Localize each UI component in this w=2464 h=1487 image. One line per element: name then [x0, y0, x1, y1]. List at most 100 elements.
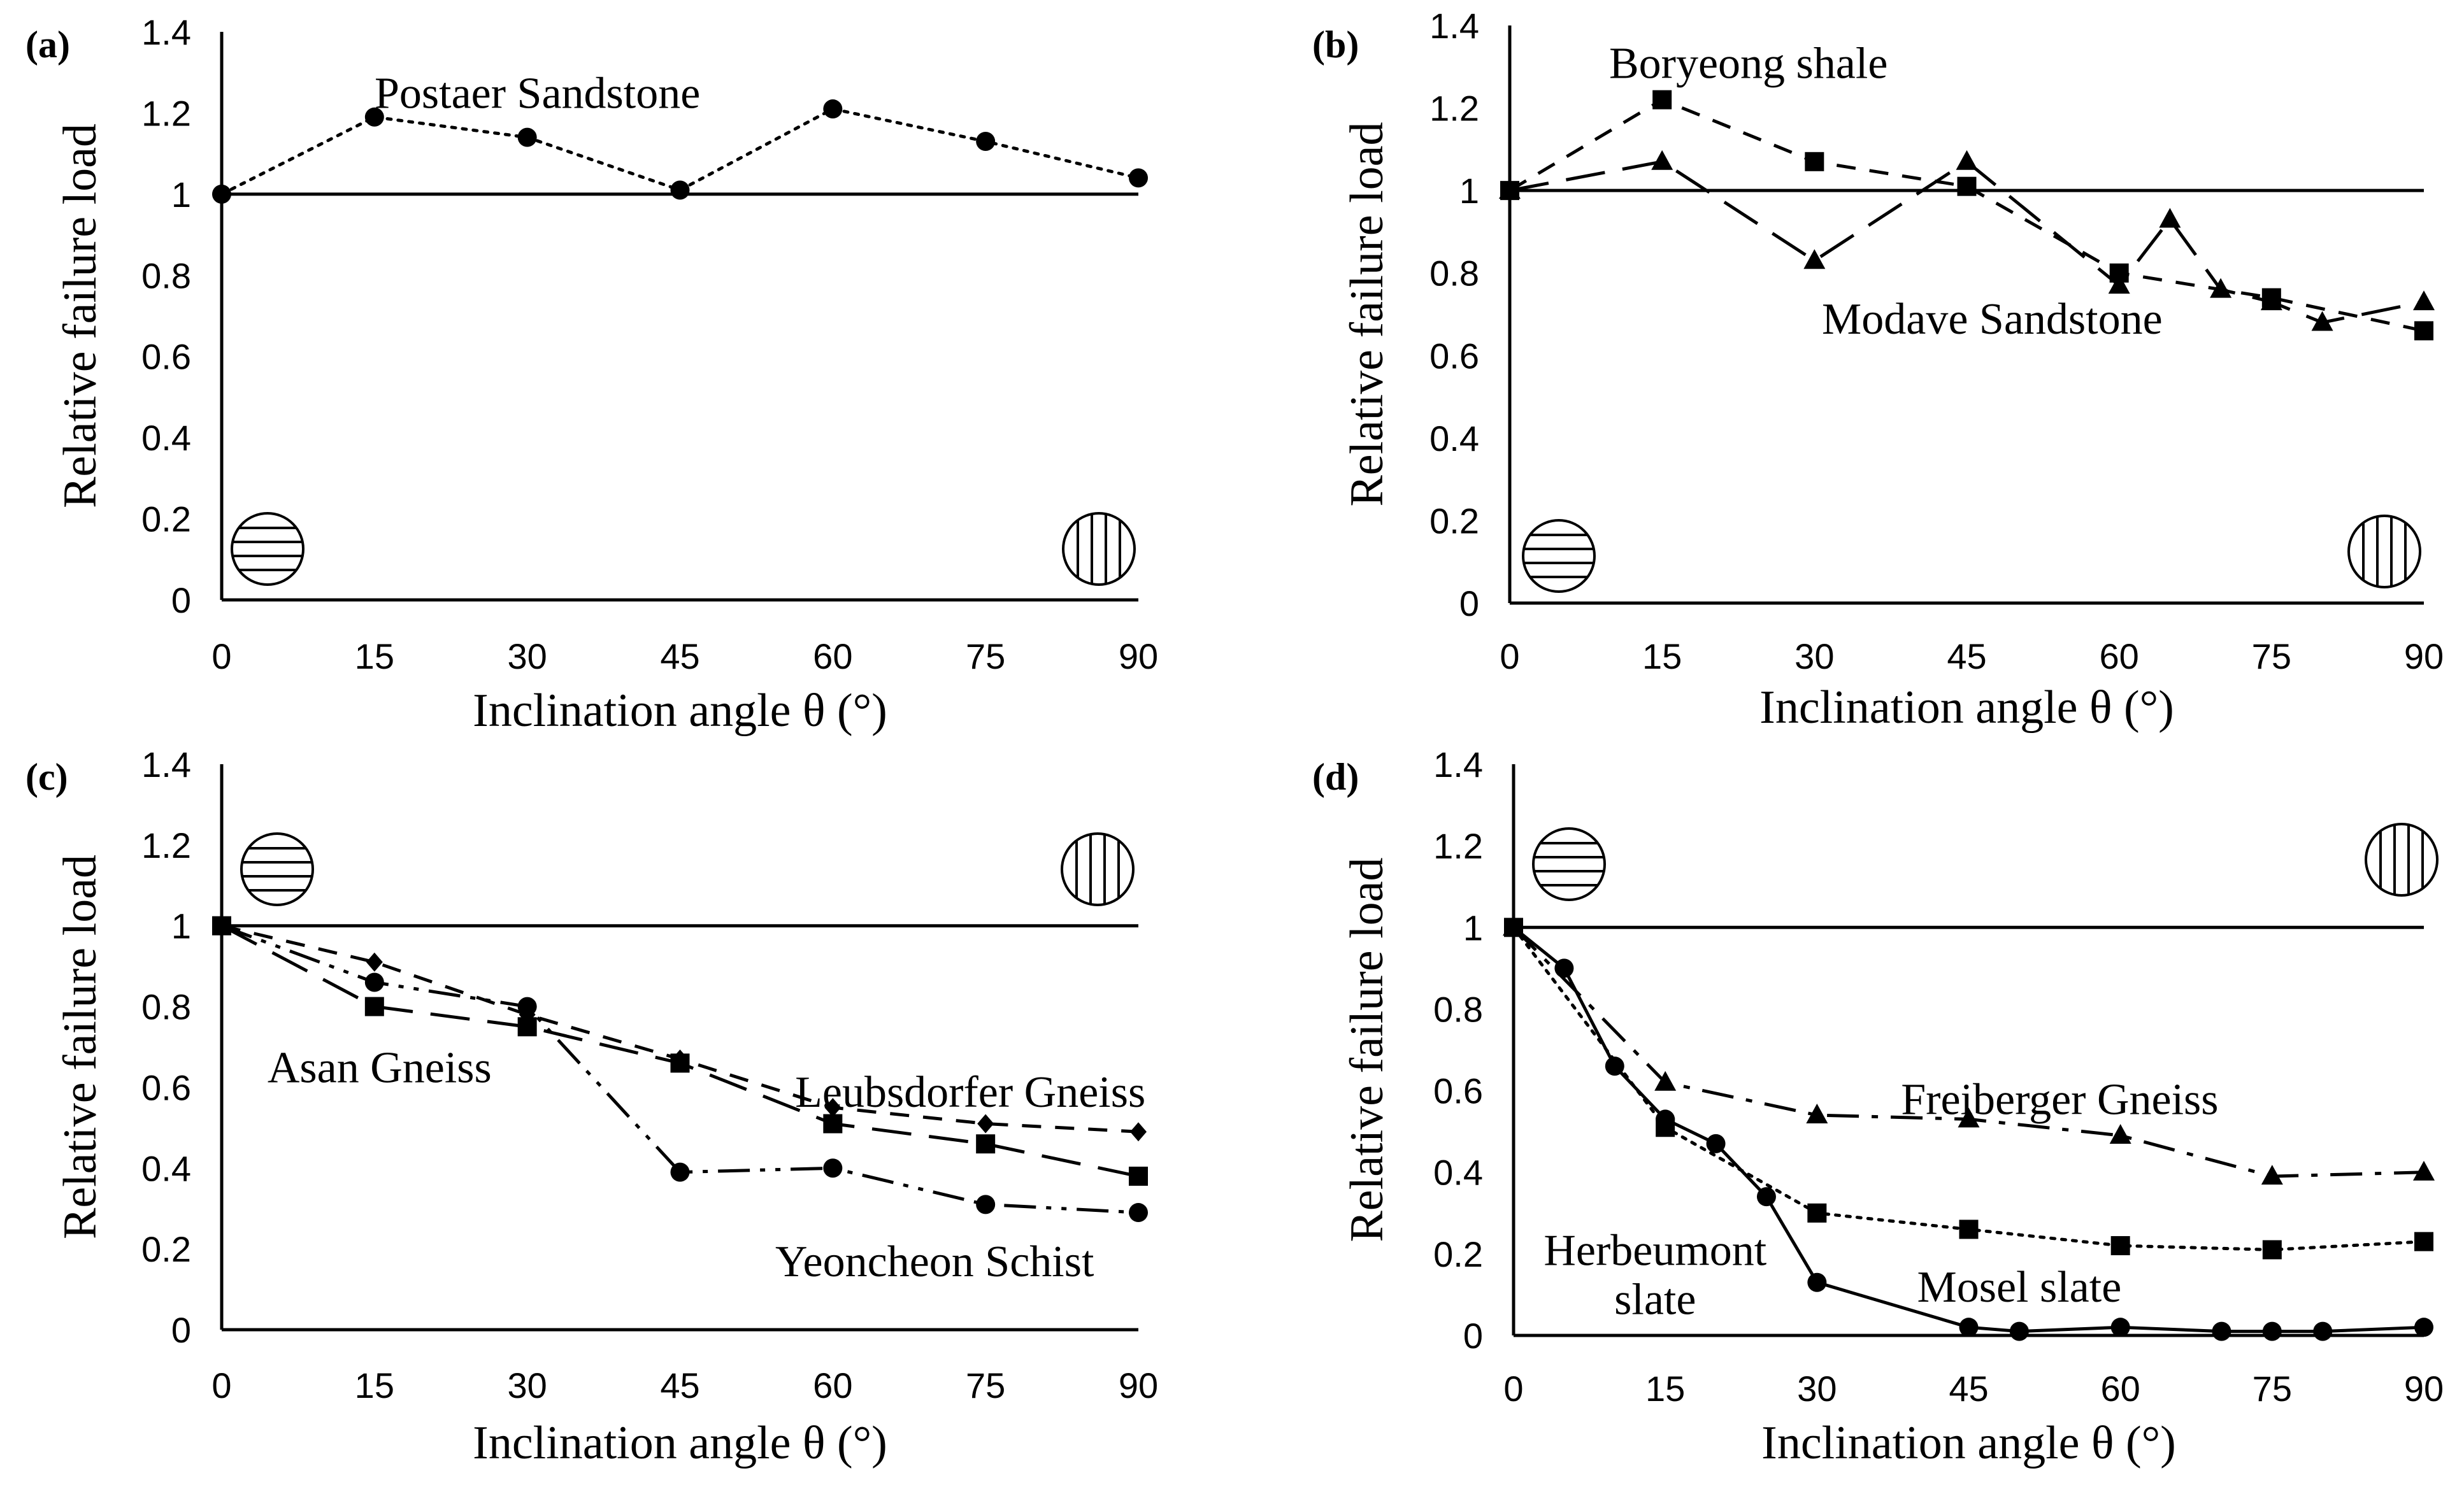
data-point	[1499, 179, 1521, 199]
x-axis-title: Inclination angle θ (°)	[1759, 681, 2174, 734]
data-point	[2108, 274, 2130, 294]
series-line-freiberger-gneiss	[1512, 926, 2425, 1178]
data-point	[2313, 1321, 2333, 1341]
data-point	[1651, 150, 1673, 170]
data-point	[212, 916, 231, 936]
data-point	[364, 972, 384, 992]
data-point	[2260, 290, 2282, 311]
x-tick-label: 75	[2253, 1369, 2292, 1409]
data-point	[2262, 1321, 2282, 1341]
data-point	[517, 997, 537, 1016]
bedding-icon-outline	[240, 832, 314, 906]
y-axis-title: Relative failure load	[1341, 857, 1393, 1242]
data-point	[2414, 1232, 2433, 1251]
bedding-icon-outline	[231, 512, 304, 586]
data-point	[977, 1114, 994, 1134]
horizontal-bedding-icon	[231, 512, 304, 586]
y-tick-label: 0.6	[141, 1067, 191, 1107]
data-point	[1803, 249, 1826, 269]
y-tick-label: 0.4	[1429, 418, 1479, 459]
data-point	[2414, 321, 2433, 341]
data-point	[2261, 1165, 2283, 1185]
y-tick-label: 1.4	[1433, 744, 1483, 785]
y-tick-label: 1.2	[1429, 89, 1479, 129]
annotation-yeoncheon-schist: Yeoncheon Schist	[775, 1237, 1094, 1286]
data-point	[1129, 168, 1148, 188]
series-yeoncheon-schist	[212, 916, 1148, 1223]
x-tick-label: 90	[2404, 636, 2444, 676]
data-point	[2110, 1236, 2130, 1256]
series-modave-sandstone	[1499, 150, 2435, 331]
y-tick-label: 1	[171, 906, 191, 946]
series-line-modave-sandstone	[1509, 160, 2425, 324]
data-point	[1605, 1057, 1624, 1076]
data-point	[1706, 1134, 1726, 1153]
data-point	[364, 997, 384, 1016]
annotation-herbeumont: Herbeumont	[1544, 1226, 1766, 1275]
data-point	[670, 1162, 690, 1182]
y-tick-label: 0.2	[1429, 501, 1479, 541]
x-tick-label: 90	[2404, 1369, 2444, 1409]
data-point	[364, 107, 384, 127]
y-tick-label: 1.2	[141, 825, 191, 865]
x-axis-title: Inclination angle θ (°)	[1761, 1417, 2176, 1469]
data-point	[212, 184, 231, 204]
x-tick-label: 75	[966, 636, 1005, 676]
x-tick-label: 45	[1949, 1369, 1988, 1409]
chart-panel-c: (c) 0 0.2 0.4 0.6 0.8 1 1.2 1.4 0 15 30 45 60 75 90 Incl…	[25, 744, 1158, 1469]
horizontal-bedding-icon	[240, 832, 314, 906]
y-tick-label: 0	[1463, 1316, 1483, 1356]
y-tick-label: 1.4	[1429, 6, 1479, 46]
vertical-bedding-icon	[2365, 823, 2439, 897]
x-tick-label: 75	[2252, 636, 2291, 676]
data-point	[366, 952, 383, 972]
y-tick-label: 1.2	[141, 93, 191, 133]
data-point	[1957, 176, 1977, 196]
chart-panel-d: (d) 0 0.2 0.4 0.6 0.8 1 1.2 1.4 0 15 30 45 60 75 90 Incl…	[1312, 744, 2444, 1469]
x-tick-label: 90	[1119, 636, 1158, 676]
data-point	[2262, 1240, 2282, 1260]
x-tick-label: 45	[1947, 636, 1986, 676]
vertical-bedding-icon	[2347, 515, 2421, 588]
panel-label: (a)	[25, 24, 70, 66]
data-point	[2109, 1124, 2131, 1144]
y-tick-label: 0.6	[1429, 336, 1479, 376]
data-point	[2413, 290, 2435, 311]
x-tick-label: 60	[813, 636, 852, 676]
y-tick-label: 1.4	[141, 12, 191, 52]
x-tick-label: 15	[1645, 1369, 1685, 1409]
x-tick-label: 30	[1794, 636, 1834, 676]
data-point	[1554, 958, 1574, 978]
data-point	[1807, 1272, 1827, 1292]
bedding-icon-outline	[2365, 823, 2439, 897]
series-herbeumont-slate	[1504, 918, 2433, 1341]
x-tick-label: 45	[660, 1365, 699, 1405]
x-tick-label: 0	[1500, 636, 1519, 676]
annotation-modave-sandstone: Modave Sandstone	[1822, 295, 2163, 344]
data-point	[2210, 278, 2232, 298]
data-point	[2009, 1321, 2029, 1341]
data-point	[823, 1158, 843, 1178]
data-point	[517, 1017, 537, 1037]
series-freiberger-gneiss	[1503, 916, 2435, 1185]
x-tick-label: 60	[2101, 1369, 2140, 1409]
x-tick-label: 75	[966, 1365, 1005, 1405]
bedding-icon-outline	[1061, 832, 1135, 906]
data-point	[670, 180, 690, 200]
x-tick-label: 30	[508, 1365, 547, 1405]
y-tick-label: 1	[1463, 907, 1483, 948]
data-point	[1504, 918, 1523, 937]
bedding-icon-outline	[2347, 515, 2421, 588]
y-tick-label: 0	[1459, 583, 1479, 623]
y-tick-label: 0.8	[141, 987, 191, 1027]
data-point	[1756, 1187, 1776, 1207]
bedding-icon-outline	[1522, 519, 1596, 593]
data-point	[1959, 1220, 1979, 1239]
y-tick-label: 0.2	[141, 1229, 191, 1269]
bedding-icon-outline	[1532, 827, 1606, 901]
annotation-postaer-sandstone: Postaer Sandstone	[375, 69, 700, 118]
x-tick-label: 60	[2100, 636, 2139, 676]
data-point	[1959, 1318, 1979, 1337]
x-tick-label: 0	[1503, 1369, 1523, 1409]
annotation-slate: slate	[1614, 1275, 1696, 1324]
